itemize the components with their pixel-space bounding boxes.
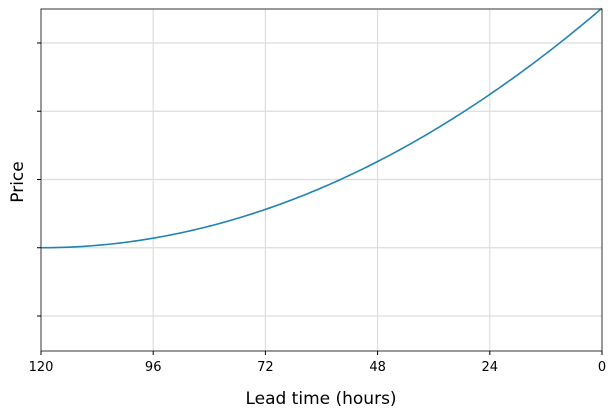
x-tick-label: 72 — [257, 360, 274, 375]
x-ticks: 120 96 72 48 24 0 — [29, 351, 606, 375]
x-tick-label: 24 — [482, 360, 499, 375]
grid — [41, 9, 602, 351]
y-ticks — [37, 42, 41, 317]
y-axis-label: Price — [8, 161, 28, 202]
x-tick-label: 0 — [598, 360, 606, 375]
x-tick-label: 48 — [369, 360, 386, 375]
price-curve — [40, 7, 603, 249]
x-tick-label: 96 — [145, 360, 162, 375]
x-axis-label: Lead time (hours) — [245, 389, 396, 409]
x-tick-label: 120 — [29, 360, 54, 375]
